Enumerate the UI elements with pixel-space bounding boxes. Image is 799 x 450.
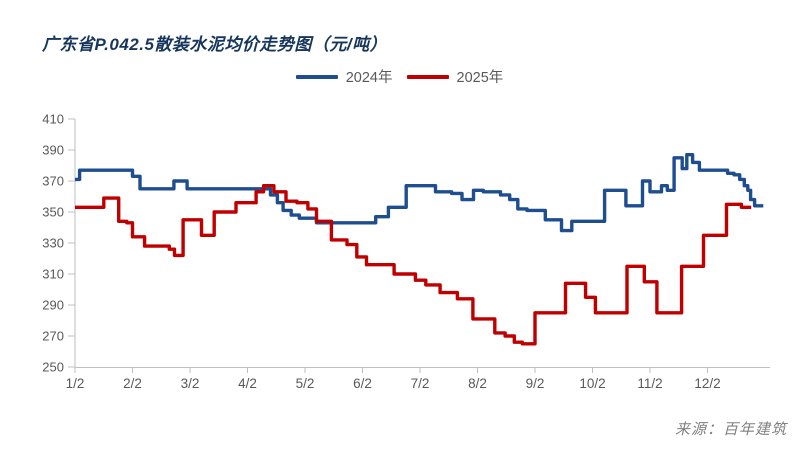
x-axis-tick-label: 10/2 <box>579 376 605 391</box>
y-axis-tick-label: 270 <box>42 329 64 344</box>
series-line-2025 <box>75 184 752 346</box>
x-axis-tick-label: 3/2 <box>181 376 200 391</box>
y-axis-tick-label: 350 <box>42 205 64 220</box>
source-note: 来源：百年建筑 <box>674 422 787 438</box>
y-axis-tick-label: 310 <box>42 267 64 282</box>
x-axis-tick-label: 5/2 <box>296 376 315 391</box>
x-axis-tick-label: 4/2 <box>238 376 257 391</box>
legend-item-2024: 2024年 <box>295 66 393 87</box>
x-axis-tick-label: 11/2 <box>637 376 662 391</box>
y-axis-tick-label: 330 <box>42 236 64 251</box>
y-axis-tick-label: 390 <box>42 143 64 158</box>
x-axis-tick-label: 7/2 <box>411 376 430 391</box>
legend-line-2025-icon <box>406 74 449 79</box>
y-axis-tick-label: 410 <box>42 112 64 127</box>
legend-item-2025: 2025年 <box>406 66 504 87</box>
chart-legend: 2024年 2025年 <box>0 66 799 87</box>
legend-line-2024-icon <box>295 74 338 79</box>
x-axis-tick-label: 6/2 <box>353 376 372 391</box>
legend-label-2024: 2024年 <box>345 70 393 86</box>
y-axis-tick-label: 250 <box>42 360 64 375</box>
x-axis-tick-label: 9/2 <box>526 376 545 391</box>
legend-label-2025: 2025年 <box>456 70 504 86</box>
series-line-2024 <box>75 153 764 233</box>
y-axis-tick-label: 370 <box>42 174 64 189</box>
x-axis-tick-label: 2/2 <box>123 376 142 391</box>
x-axis-tick-label: 12/2 <box>694 376 720 391</box>
x-axis-tick-label: 8/2 <box>468 376 487 391</box>
y-axis-tick-label: 290 <box>42 298 64 313</box>
chart-title: 广东省P.042.5散装水泥均价走势图（元/吨） <box>42 35 388 54</box>
x-axis-tick-label: 1/2 <box>66 376 85 391</box>
